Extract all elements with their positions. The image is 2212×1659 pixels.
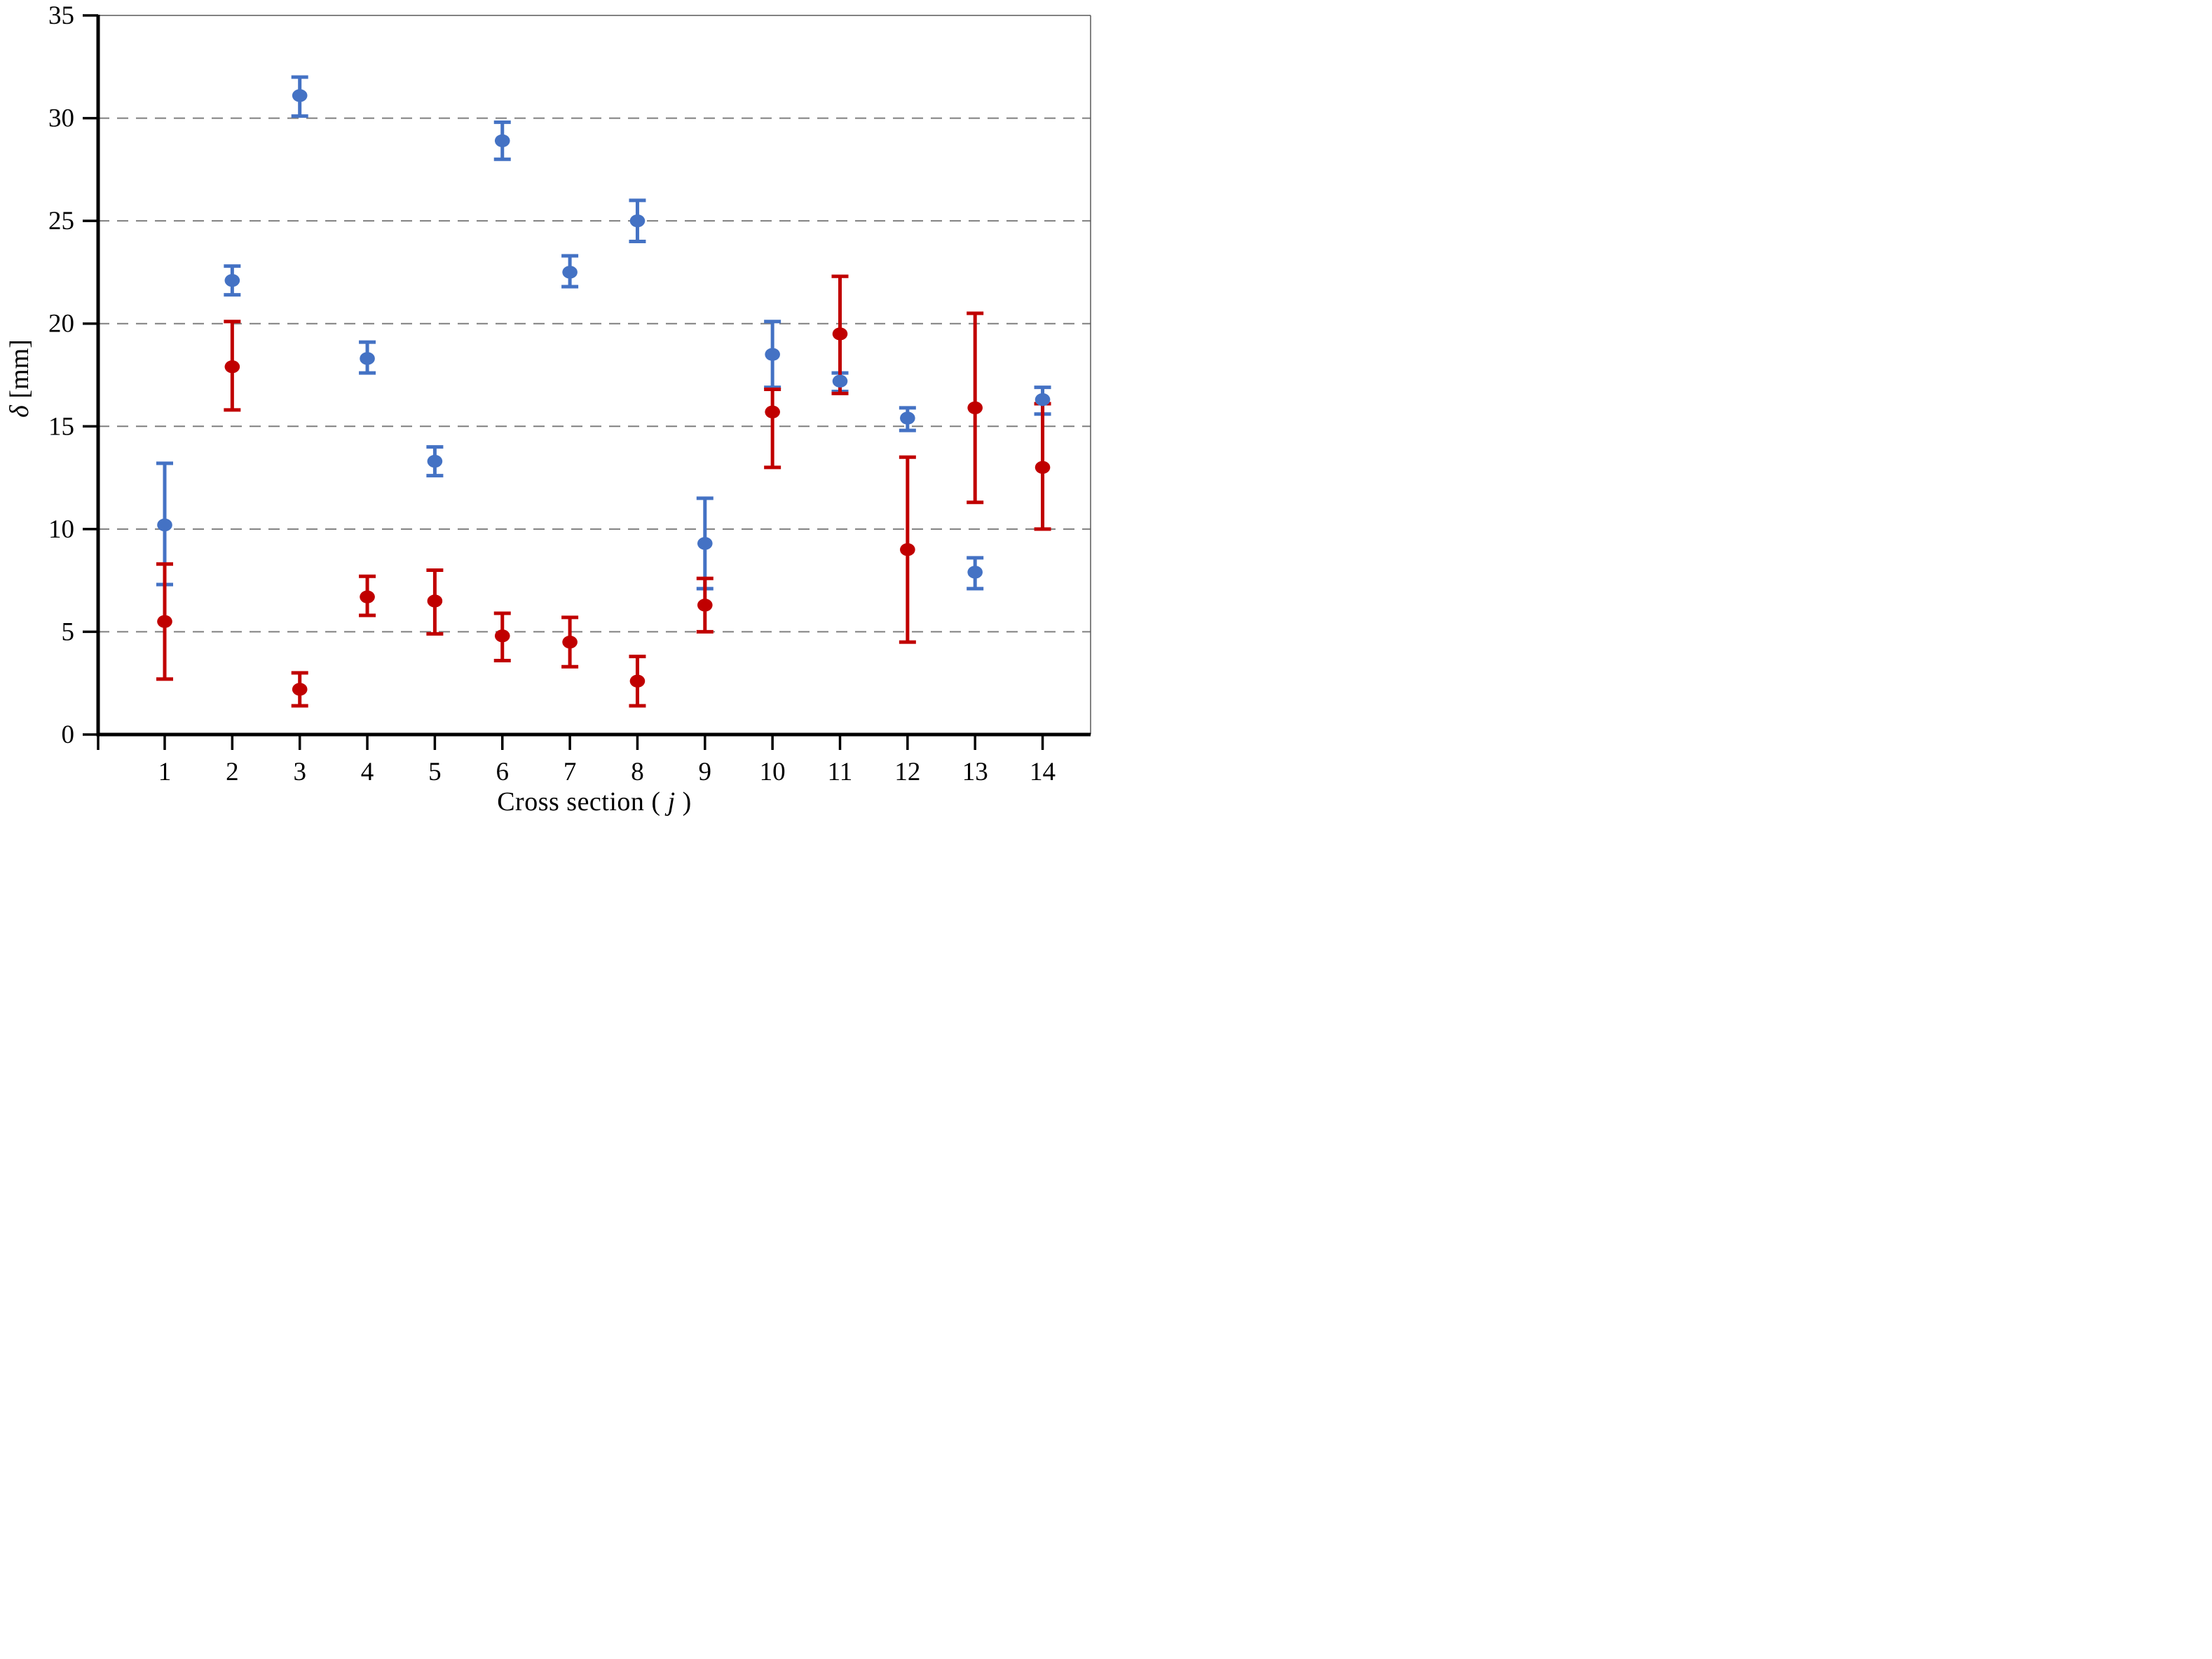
- data-point-blue-j9: [697, 537, 713, 550]
- data-point-red-j13: [967, 401, 983, 415]
- x-tick-label-3: 3: [293, 758, 306, 786]
- data-point-blue-j1: [157, 518, 172, 532]
- data-point-red-j4: [360, 590, 375, 603]
- data-point-red-j2: [224, 360, 240, 374]
- y-axis-title-unit: [mm]: [5, 339, 34, 406]
- data-point-blue-j11: [832, 374, 848, 388]
- x-tick-label-7: 7: [564, 758, 577, 786]
- data-point-red-j8: [629, 674, 646, 688]
- figure: 0 5 10 15 20 25 30 35 1 2 3 4 5 6 7 8 9 10 11 12 13 14 Cross …: [0, 0, 1106, 829]
- x-tick-label-8: 8: [631, 758, 644, 786]
- data-point-red-j3: [292, 683, 308, 696]
- y-tick-label-20: 20: [48, 310, 74, 339]
- x-tick-label-6: 6: [496, 758, 510, 786]
- x-axis-title: Cross section ( j ): [98, 786, 1091, 817]
- data-point-red-j9: [697, 599, 713, 612]
- x-tick-label-4: 4: [361, 758, 374, 786]
- data-point-blue-j10: [765, 348, 780, 361]
- x-axis-title-text: Cross section (: [497, 787, 668, 817]
- x-axis-title-suffix: ): [675, 787, 692, 817]
- y-axis-title: δ [mm]: [4, 210, 35, 547]
- x-tick-label-11: 11: [828, 758, 853, 786]
- x-tick-label-2: 2: [226, 758, 239, 786]
- x-axis-title-variable: j: [667, 787, 676, 817]
- data-point-red-j6: [494, 629, 510, 643]
- y-tick-label-30: 30: [48, 104, 74, 133]
- x-tick-label-10: 10: [760, 758, 786, 786]
- x-tick-label-14: 14: [1030, 758, 1056, 786]
- data-point-blue-j8: [629, 214, 646, 228]
- x-tick-label-1: 1: [158, 758, 172, 786]
- data-point-red-j1: [157, 615, 172, 628]
- x-tick-label-9: 9: [699, 758, 712, 786]
- data-point-blue-j6: [494, 134, 510, 148]
- y-tick-label-10: 10: [48, 515, 74, 544]
- data-point-blue-j12: [900, 411, 915, 425]
- y-tick-label-15: 15: [48, 412, 74, 441]
- data-point-red-j7: [562, 635, 578, 649]
- y-tick-label-35: 35: [48, 1, 74, 30]
- data-point-blue-j13: [967, 566, 983, 579]
- data-point-red-j14: [1035, 460, 1051, 475]
- y-tick-label-0: 0: [62, 721, 75, 749]
- data-point-red-j5: [427, 594, 443, 608]
- x-tick-label-13: 13: [962, 758, 988, 786]
- x-tick-label-5: 5: [428, 758, 442, 786]
- y-tick-label-25: 25: [48, 207, 74, 235]
- data-point-red-j11: [832, 327, 848, 341]
- y-axis-title-variable: δ: [5, 405, 34, 418]
- data-point-blue-j7: [562, 266, 578, 279]
- data-point-blue-j5: [427, 454, 443, 468]
- data-point-red-j10: [765, 405, 780, 418]
- y-tick-label-5: 5: [62, 617, 75, 646]
- data-point-blue-j3: [292, 89, 308, 102]
- data-point-blue-j2: [224, 273, 240, 287]
- x-tick-label-12: 12: [894, 758, 920, 786]
- data-point-blue-j4: [360, 352, 375, 365]
- data-point-blue-j14: [1035, 392, 1051, 407]
- data-point-red-j12: [900, 542, 915, 557]
